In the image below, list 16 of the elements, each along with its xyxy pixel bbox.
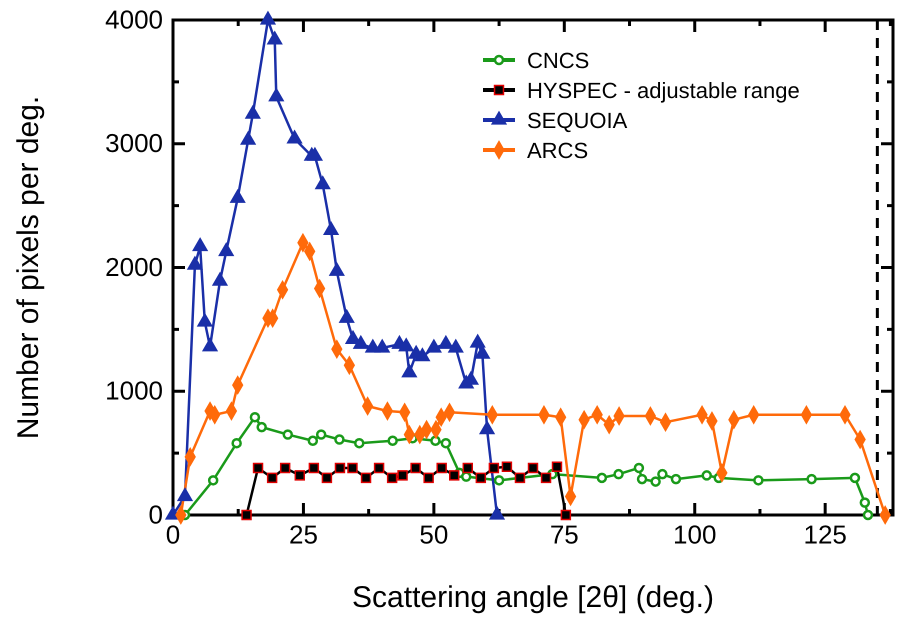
legend-label: ARCS (527, 138, 588, 163)
x-tick-label: 75 (550, 519, 579, 550)
x-tick-label: 25 (288, 519, 318, 550)
x-axis-title: Scattering angle [2θ] (deg.) (352, 581, 714, 614)
legend-label: HYSPEC - adjustable range (527, 78, 800, 103)
y-tick-label: 3000 (105, 128, 163, 158)
y-tick-label: 4000 (105, 4, 163, 34)
y-axis-title: Number of pixels per deg. (12, 96, 45, 440)
x-tick-label: 50 (419, 519, 448, 550)
x-tick-label: 125 (803, 519, 847, 550)
legend-label: CNCS (527, 48, 590, 73)
y-tick-label: 1000 (105, 376, 163, 406)
x-tick-label: 100 (673, 519, 716, 550)
y-tick-label: 2000 (105, 252, 163, 282)
legend-label: SEQUOIA (527, 108, 628, 133)
y-tick-label: 0 (148, 499, 163, 530)
